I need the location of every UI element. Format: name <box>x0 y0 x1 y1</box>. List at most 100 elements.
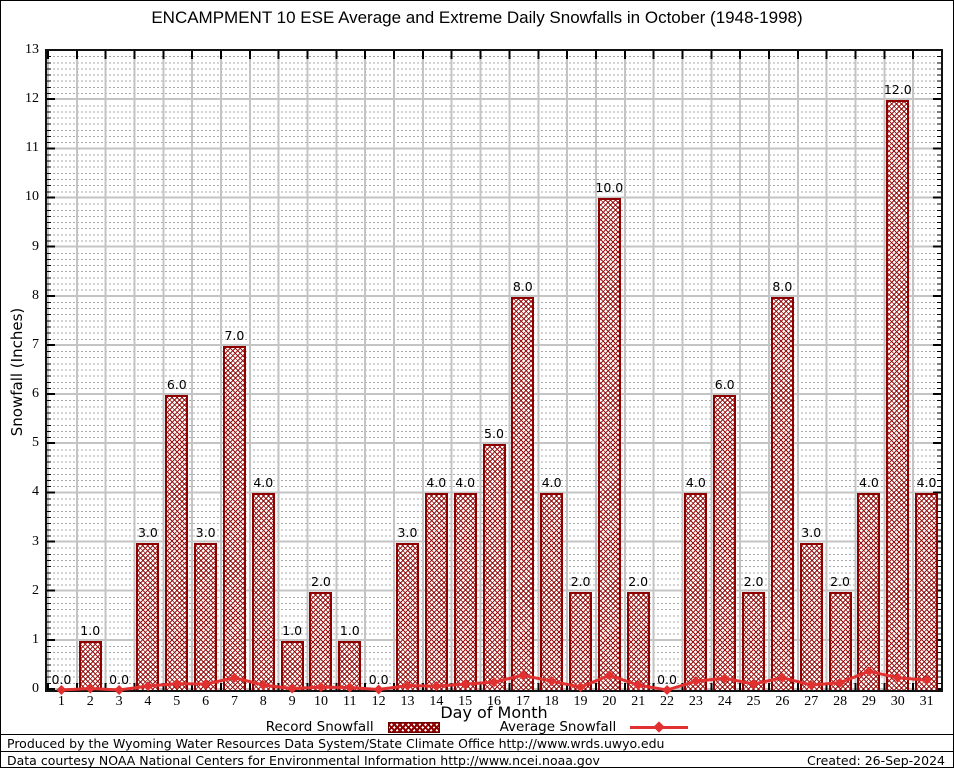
x-tick-label-6: 6 <box>202 694 210 709</box>
y-tick-label-9: 9 <box>32 238 39 254</box>
y-tick-label-4: 4 <box>32 484 39 500</box>
bar-day-9 <box>280 640 304 690</box>
x-tick-label-31: 31 <box>919 694 934 709</box>
x-tick-label-5: 5 <box>173 694 181 709</box>
x-tick-label-28: 28 <box>833 694 848 709</box>
x-tick-label-7: 7 <box>230 694 238 709</box>
y-tick-label-2: 2 <box>32 582 39 598</box>
legend-record-label: Record Snowfall <box>265 719 374 735</box>
x-tick-label-3: 3 <box>115 694 123 709</box>
x-tick-label-23: 23 <box>688 694 703 709</box>
bar-value-label-day-10: 2.0 <box>311 573 331 589</box>
y-axis-label: Snowfall (Inches) <box>8 307 26 437</box>
bar-day-5 <box>165 395 189 690</box>
x-tick-label-1: 1 <box>57 694 65 709</box>
x-tick-label-18: 18 <box>544 694 559 709</box>
x-tick-label-2: 2 <box>86 694 94 709</box>
y-tick-label-7: 7 <box>32 336 39 352</box>
y-tick-label-1: 1 <box>32 631 39 647</box>
bar-value-label-day-15: 4.0 <box>455 475 476 491</box>
bar-day-26 <box>770 296 794 690</box>
bar-value-label-day-6: 3.0 <box>195 524 216 540</box>
bar-day-31 <box>915 493 939 690</box>
bar-value-label-day-3: 0.0 <box>109 672 130 687</box>
x-tick-label-29: 29 <box>861 694 876 709</box>
bar-day-8 <box>251 493 275 690</box>
bar-value-label-day-19: 2.0 <box>570 573 591 589</box>
y-tick-label-8: 8 <box>32 287 39 303</box>
bar-day-23 <box>684 493 708 690</box>
footer-produced-by: Produced by the Wyoming Water Resources … <box>7 736 665 751</box>
bar-value-label-day-5: 6.0 <box>166 377 187 393</box>
bar-day-25 <box>742 591 766 690</box>
bar-value-label-day-2: 1.0 <box>80 622 101 638</box>
x-tick-label-17: 17 <box>515 694 530 709</box>
y-tick-label-3: 3 <box>32 533 39 549</box>
chart-title: ENCAMPMENT 10 ESE Average and Extreme Da… <box>151 8 803 27</box>
x-tick-label-25: 25 <box>746 694 761 709</box>
y-tick-label-6: 6 <box>32 386 39 402</box>
bar-value-label-day-28: 2.0 <box>830 573 850 589</box>
x-tick-label-4: 4 <box>144 694 152 709</box>
bar-day-6 <box>194 542 218 690</box>
bar-day-19 <box>569 591 593 690</box>
bar-day-20 <box>597 198 621 690</box>
bar-value-label-day-8: 4.0 <box>253 475 274 491</box>
bar-value-label-day-18: 4.0 <box>541 475 562 491</box>
bar-value-label-day-30: 12.0 <box>883 82 912 98</box>
x-tick-label-13: 13 <box>400 694 415 709</box>
average-snowfall-swatch-icon <box>630 720 689 733</box>
average-line-markers <box>56 666 932 695</box>
bar-day-29 <box>857 493 881 690</box>
bar-day-21 <box>626 591 650 690</box>
footer-created: Created: 26-Sep-2024 <box>807 753 945 768</box>
bar-day-10 <box>309 591 333 690</box>
bar-day-30 <box>886 100 910 690</box>
bar-value-label-day-24: 6.0 <box>714 377 735 393</box>
bar-value-label-day-16: 5.0 <box>484 426 504 442</box>
x-tick-label-19: 19 <box>573 694 588 709</box>
bar-day-28 <box>828 591 852 690</box>
record-snowfall-swatch-icon <box>387 721 440 733</box>
x-tick-label-8: 8 <box>259 694 267 709</box>
bar-value-label-day-23: 4.0 <box>685 475 706 491</box>
bar-value-label-day-4: 3.0 <box>137 524 158 540</box>
bar-day-18 <box>540 493 564 690</box>
x-tick-label-10: 10 <box>313 694 328 709</box>
bar-day-13 <box>395 542 419 690</box>
bar-day-27 <box>799 542 823 690</box>
bar-value-label-day-1: 0.0 <box>51 672 72 687</box>
bar-day-24 <box>713 395 737 690</box>
bar-value-label-day-13: 3.0 <box>397 524 418 540</box>
bar-value-label-day-12: 0.0 <box>368 672 389 687</box>
x-tick-label-30: 30 <box>890 694 905 709</box>
y-tick-label-12: 12 <box>25 91 39 107</box>
x-axis-label: Day of Month <box>440 703 548 722</box>
y-tick-label-10: 10 <box>25 189 39 205</box>
y-tick-label-13: 13 <box>25 42 39 57</box>
bar-value-label-day-20: 10.0 <box>595 180 624 196</box>
bar-value-label-day-26: 8.0 <box>772 278 793 294</box>
x-tick-label-22: 22 <box>660 694 675 709</box>
footer-divider-2 <box>1 751 953 752</box>
legend-average-label: Average Snowfall <box>499 719 617 735</box>
x-tick-label-12: 12 <box>371 694 386 709</box>
bar-value-label-day-14: 4.0 <box>426 475 447 491</box>
y-tick-label-0: 0 <box>32 681 39 696</box>
bar-day-7 <box>222 345 246 690</box>
bar-value-label-day-21: 2.0 <box>628 573 649 589</box>
average-marker-icon <box>653 720 665 733</box>
bar-day-4 <box>136 542 160 690</box>
bar-day-11 <box>338 640 362 690</box>
bar-value-label-day-25: 2.0 <box>743 573 764 589</box>
x-tick-label-24: 24 <box>717 694 732 709</box>
bar-value-label-day-29: 4.0 <box>858 475 879 491</box>
bar-value-label-day-17: 8.0 <box>512 278 533 294</box>
footer-divider-1 <box>1 734 953 735</box>
x-tick-label-20: 20 <box>602 694 617 709</box>
average-snowfall-line <box>56 666 932 695</box>
x-tick-label-11: 11 <box>343 694 357 709</box>
plot-grid: 0.0 1.0 0.0 3.0 6.0 3.0 7.0 4.0 1.0 2.0 1.0 0.0 3.0 4… <box>47 51 941 695</box>
legend: Record Snowfall Average Snowfall <box>1 719 953 735</box>
bar-value-label-day-9: 1.0 <box>282 622 303 638</box>
